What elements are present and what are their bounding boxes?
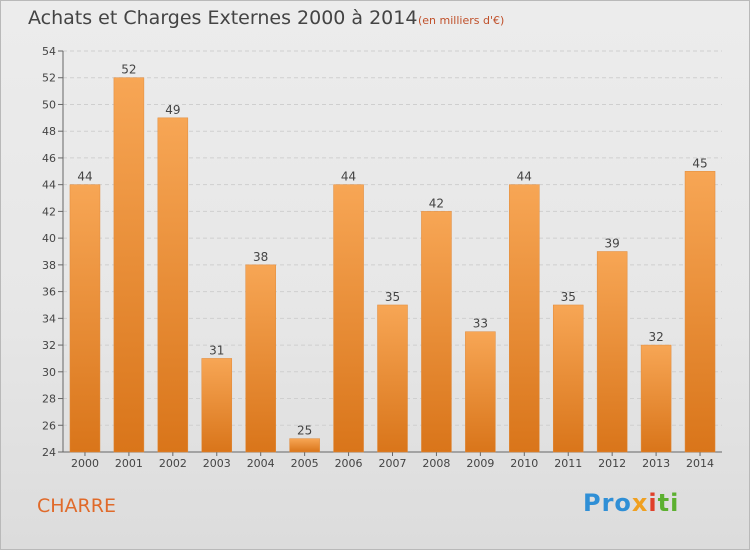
- bar-value-label: 39: [605, 237, 620, 251]
- logo-part: Pro: [583, 489, 632, 517]
- bar-value-label: 44: [341, 170, 356, 184]
- commune-name: CHARRE: [37, 495, 116, 517]
- chart-title: Achats et Charges Externes 2000 à 2014: [28, 7, 418, 29]
- x-tick-label: 2006: [335, 457, 363, 470]
- y-tick-label: 54: [42, 45, 56, 58]
- logo-part: i: [648, 489, 658, 517]
- x-tick-label: 2007: [379, 457, 407, 470]
- x-tick-label: 2010: [510, 457, 538, 470]
- x-tick-label: 2011: [554, 457, 582, 470]
- bar: [421, 211, 452, 453]
- bar: [113, 77, 145, 453]
- x-tick-label: 2012: [598, 457, 626, 470]
- logo-part: x: [631, 489, 649, 517]
- y-tick-label: 38: [42, 259, 56, 272]
- bar: [157, 117, 189, 453]
- bar: [465, 331, 496, 453]
- proxiti-logo[interactable]: Proxiti: [583, 489, 679, 517]
- y-tick-label: 26: [42, 419, 56, 432]
- labels: 24 26 28 30 32 34 36 38 40 42 44 46 48 50 52 54 44 2000 52…: [42, 45, 714, 470]
- y-tick-label: 50: [42, 98, 56, 111]
- bar: [377, 304, 408, 453]
- bars: [69, 77, 716, 453]
- bar-value-label: 25: [297, 424, 312, 438]
- y-tick-label: 46: [42, 152, 56, 165]
- bar: [333, 184, 364, 453]
- bar-value-label: 42: [429, 196, 444, 210]
- x-tick-label: 2014: [686, 457, 714, 470]
- y-tick-label: 42: [42, 205, 56, 218]
- y-tick-label: 48: [42, 125, 56, 138]
- x-tick-label: 2005: [291, 457, 319, 470]
- y-tick-label: 28: [42, 393, 56, 406]
- bar-value-label: 33: [473, 317, 488, 331]
- x-tick-label: 2000: [71, 457, 99, 470]
- x-tick-label: 2003: [203, 457, 231, 470]
- logo-part: ti: [657, 489, 680, 517]
- x-tick-label: 2008: [422, 457, 450, 470]
- bar-value-label: 52: [121, 63, 136, 77]
- bar: [640, 344, 672, 453]
- bar: [684, 171, 716, 453]
- y-tick-label: 34: [42, 312, 56, 325]
- x-tick-label: 2002: [159, 457, 187, 470]
- bar-value-label: 44: [517, 170, 532, 184]
- bar: [69, 184, 101, 453]
- bar-value-label: 49: [165, 103, 180, 117]
- bar-value-label: 45: [692, 156, 707, 170]
- x-tick-label: 2004: [247, 457, 275, 470]
- bar-value-label: 35: [385, 290, 400, 304]
- bar-value-label: 35: [561, 290, 576, 304]
- y-tick-label: 30: [42, 366, 56, 379]
- bar: [552, 304, 584, 453]
- x-tick-label: 2013: [642, 457, 670, 470]
- y-tick-label: 32: [42, 339, 56, 352]
- x-tick-label: 2009: [466, 457, 494, 470]
- bar: [596, 251, 628, 453]
- chart-unit: (en milliers d'€): [418, 14, 505, 27]
- bar-value-label: 38: [253, 250, 268, 264]
- y-tick-label: 52: [42, 72, 56, 85]
- bar: [245, 264, 276, 453]
- bar-value-label: 32: [648, 330, 663, 344]
- bar-value-label: 44: [77, 170, 92, 184]
- bar: [201, 358, 233, 453]
- y-tick-label: 40: [42, 232, 56, 245]
- bar-value-label: 31: [209, 343, 224, 357]
- y-tick-label: 24: [42, 446, 56, 459]
- bar: [289, 438, 320, 453]
- x-tick-label: 2001: [115, 457, 143, 470]
- y-tick-label: 36: [42, 286, 56, 299]
- y-tick-label: 44: [42, 179, 56, 192]
- bar: [509, 184, 540, 453]
